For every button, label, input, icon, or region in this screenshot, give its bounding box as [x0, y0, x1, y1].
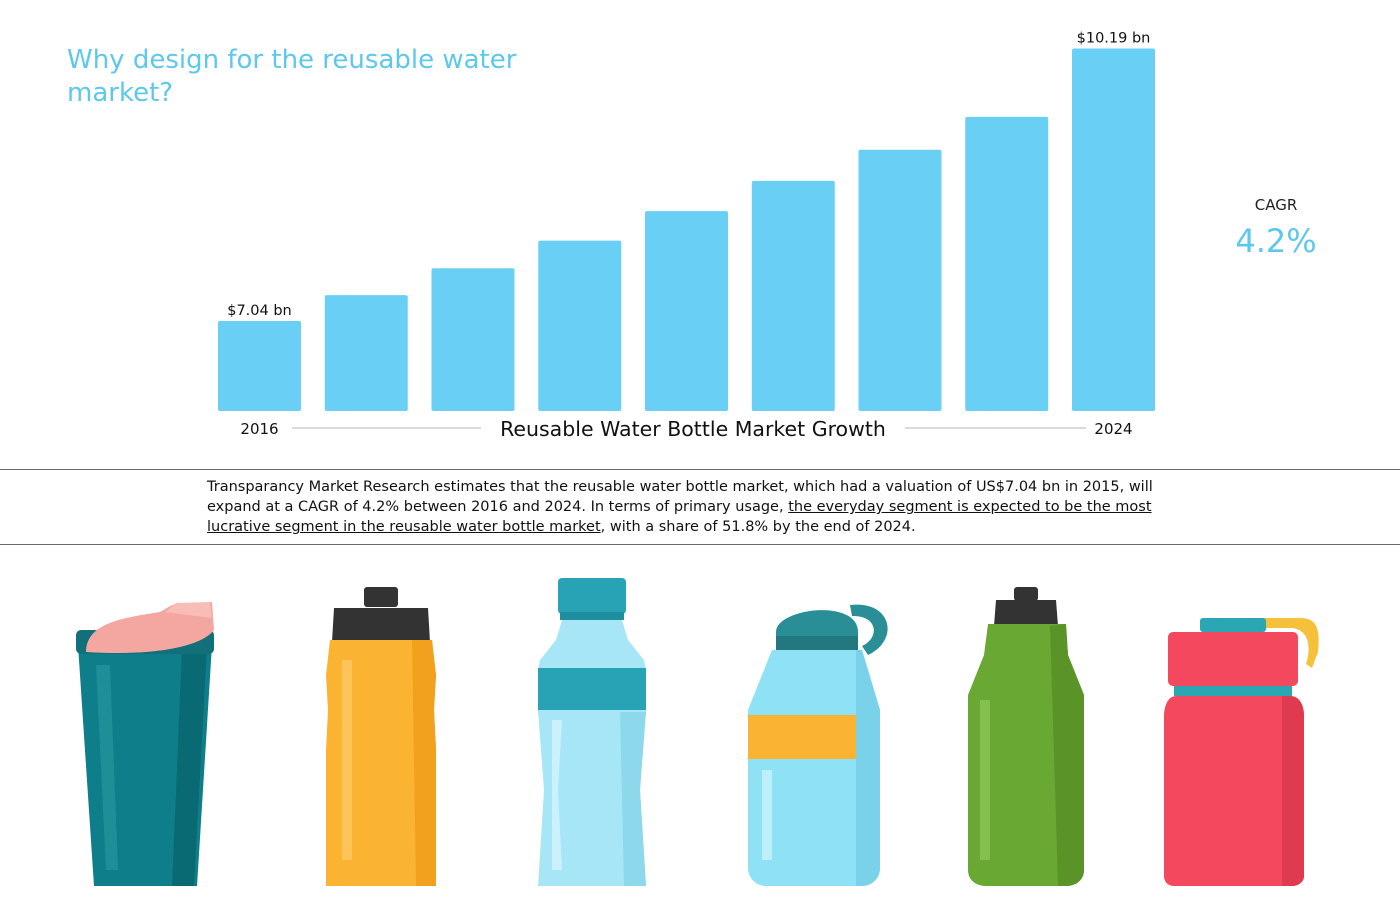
chart-title: Reusable Water Bottle Market Growth — [500, 417, 886, 441]
bar-2017 — [324, 295, 408, 411]
description-underlined-text: the everyday segment is expected to be t… — [207, 499, 1152, 535]
cagr-label: CAGR — [1254, 196, 1298, 214]
bar-2024 — [1072, 48, 1155, 412]
market-growth-bar-chart: $7.04 bn $10.19 bn Reusable Water Bottle M… — [218, 31, 1155, 441]
market-description: Transparancy Market Research estimates t… — [207, 477, 1177, 537]
page-title: Why design for the reusable water market… — [67, 45, 517, 108]
data-label-2016: $7.04 bn — [227, 303, 292, 319]
bottom-divider — [0, 544, 1400, 545]
cagr-value: 4.2% — [1235, 222, 1317, 260]
x-tick-label-end: 2024 — [1094, 420, 1132, 438]
green-sports-bottle-icon — [968, 587, 1084, 886]
bar-2019 — [538, 240, 622, 411]
description-text-1: Transparancy Market Research estimates t… — [207, 479, 1153, 515]
loop-cap-tritan-bottle-icon — [748, 604, 888, 886]
bottle-illustrations — [76, 578, 1319, 886]
bar-2021 — [751, 180, 835, 411]
red-wide-mouth-bottle-icon — [1164, 618, 1319, 886]
bar-2016 — [218, 321, 301, 411]
bar-2020 — [645, 211, 728, 411]
bar-2022 — [858, 149, 942, 412]
clear-plastic-water-bottle-icon — [538, 578, 646, 886]
shaker-cup-bottle-icon — [76, 602, 214, 886]
top-divider — [0, 469, 1400, 470]
bar-2023 — [965, 116, 1049, 411]
description-text-2: , with a share of 51.8% by the end of 20… — [600, 519, 916, 535]
bar-2018 — [431, 268, 515, 411]
x-tick-label-start: 2016 — [240, 420, 278, 438]
yellow-sports-bottle-icon — [326, 587, 436, 886]
data-label-2024: $10.19 bn — [1077, 31, 1151, 47]
